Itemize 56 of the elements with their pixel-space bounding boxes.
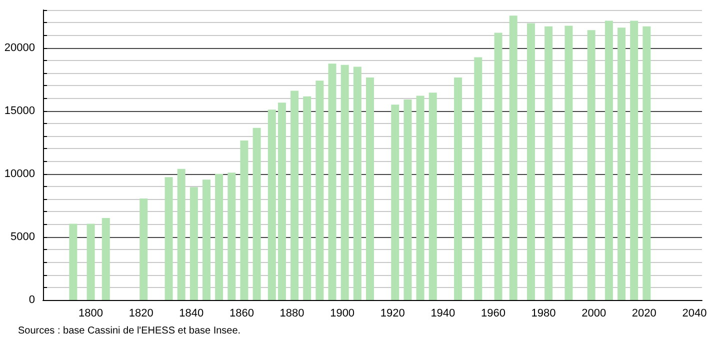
- bar: [202, 180, 210, 300]
- bar: [366, 77, 374, 300]
- bar: [140, 198, 148, 300]
- bar: [215, 174, 224, 300]
- bar: [474, 57, 482, 300]
- y-tick-label: 20000: [4, 42, 35, 54]
- x-tick-label: 2040: [682, 308, 707, 320]
- bar: [316, 80, 324, 300]
- bar: [278, 102, 286, 300]
- bar: [102, 218, 110, 300]
- x-tick-label: 1960: [480, 308, 506, 320]
- x-tick-label: 2020: [632, 308, 656, 320]
- y-tick-label: 0: [28, 294, 35, 306]
- bar: [340, 64, 349, 300]
- x-tick-label: 1940: [430, 308, 456, 320]
- bar: [642, 26, 651, 300]
- y-tick-label: 5000: [10, 230, 35, 243]
- bar: [404, 100, 412, 300]
- bar: [526, 23, 535, 300]
- bar: [454, 77, 462, 300]
- x-tick-label: 1900: [330, 308, 355, 320]
- bar: [177, 168, 186, 300]
- bar: [268, 110, 276, 300]
- bar: [353, 66, 362, 300]
- y-tick-label: 15000: [4, 104, 35, 117]
- x-tick-label: 1980: [531, 308, 556, 320]
- bar: [494, 32, 502, 300]
- bar: [290, 90, 299, 300]
- bar: [630, 20, 638, 300]
- bar: [240, 140, 248, 300]
- x-tick-label: 1840: [179, 308, 204, 320]
- bar: [69, 224, 78, 300]
- bar: [86, 224, 95, 300]
- bar: [303, 96, 312, 300]
- bar: [587, 30, 596, 300]
- bar: [328, 64, 336, 300]
- bar: [228, 172, 236, 300]
- bar: [544, 26, 553, 300]
- bar: [618, 28, 626, 300]
- x-tick-label: 1820: [128, 308, 154, 320]
- bar: [604, 20, 613, 300]
- bar: [428, 92, 437, 300]
- x-tick-label: 1800: [78, 308, 104, 320]
- bar: [252, 128, 261, 300]
- y-tick-label: 10000: [4, 168, 35, 180]
- bar: [391, 104, 400, 300]
- x-tick-label: 1860: [229, 308, 254, 320]
- bar: [564, 26, 573, 300]
- x-tick-label: 1920: [380, 308, 405, 320]
- x-tick-label: 2000: [582, 308, 606, 320]
- bar: [164, 177, 173, 300]
- bar: [190, 187, 198, 300]
- bar: [509, 16, 518, 300]
- x-tick-label: 1880: [280, 308, 304, 320]
- source-note: Sources : base Cassini de l'EHESS et base Insee.: [18, 326, 241, 336]
- bar: [416, 96, 424, 300]
